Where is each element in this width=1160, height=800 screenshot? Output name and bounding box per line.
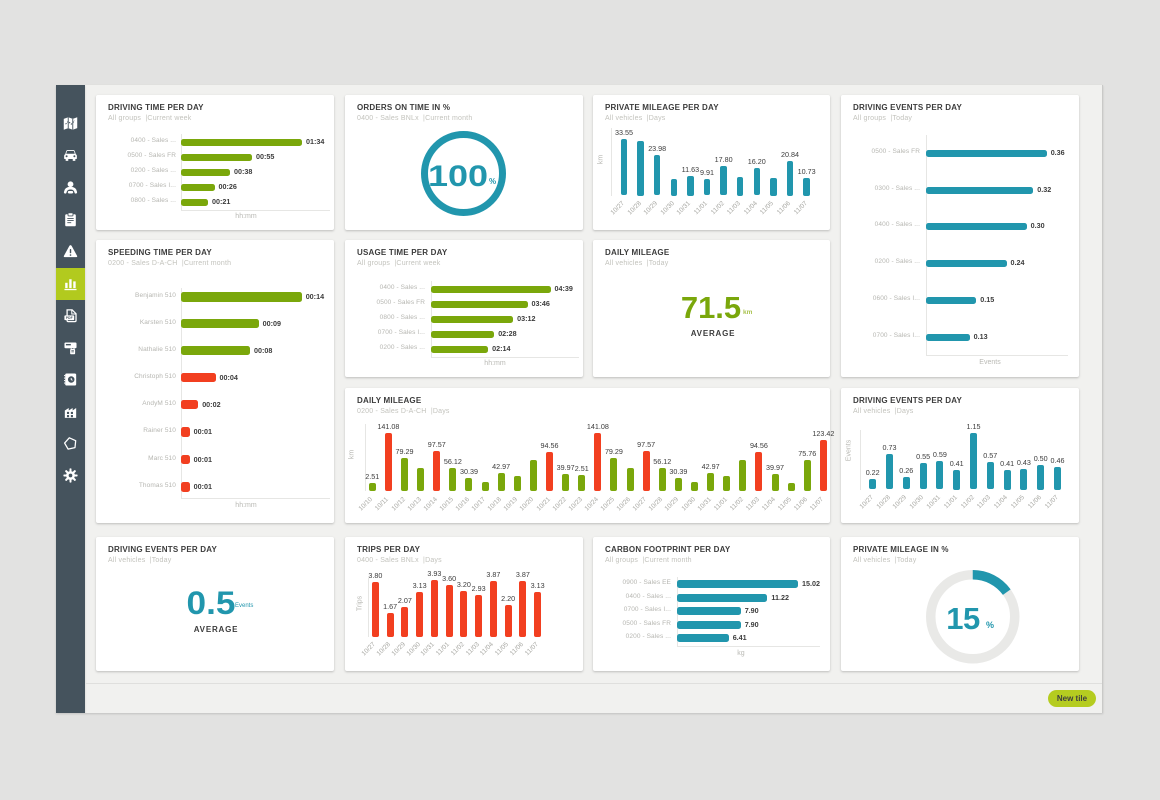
svg-text:PDF: PDF bbox=[66, 316, 73, 320]
